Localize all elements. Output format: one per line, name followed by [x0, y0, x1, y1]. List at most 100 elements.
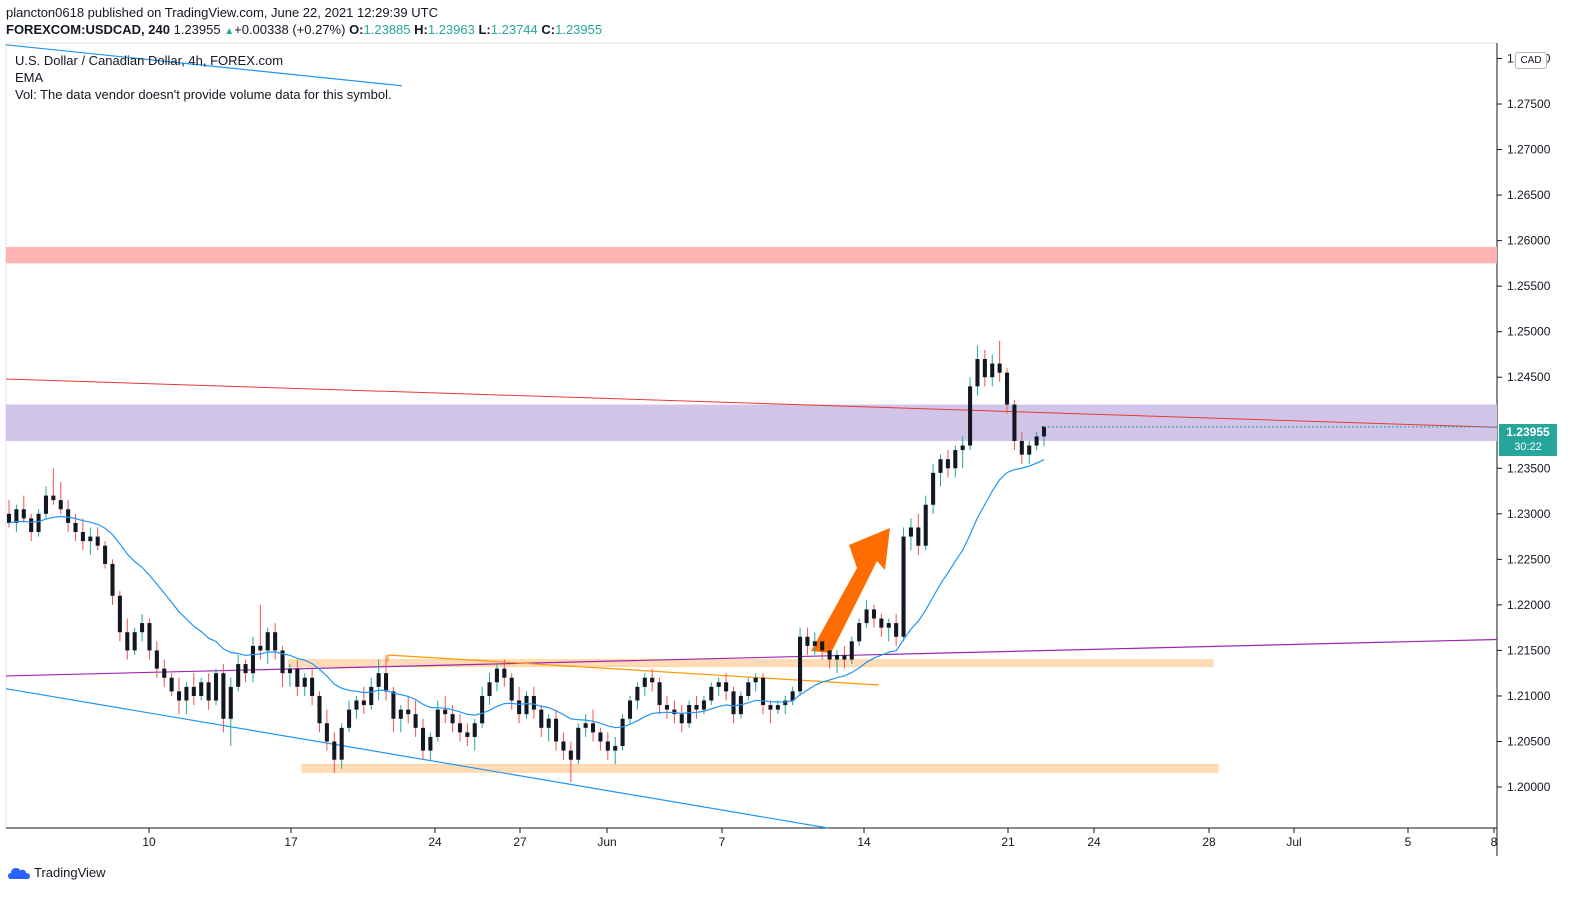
- candle-body: [465, 732, 470, 737]
- last-price: 1.23955: [173, 22, 221, 37]
- candle-body: [1005, 372, 1010, 405]
- candle-body: [820, 641, 825, 651]
- candle: [524, 691, 529, 719]
- candle: [620, 714, 625, 751]
- candle-body: [701, 700, 706, 710]
- candle: [14, 504, 19, 533]
- candle: [154, 641, 159, 678]
- candle: [931, 463, 936, 514]
- candle: [834, 650, 840, 674]
- candle-body: [857, 623, 862, 642]
- candle-body: [199, 682, 204, 696]
- candle: [199, 677, 204, 701]
- time-tick-label: 21: [1001, 835, 1015, 849]
- candle: [80, 518, 85, 551]
- candle: [361, 686, 366, 715]
- candle: [968, 377, 973, 451]
- candle-body: [1019, 440, 1024, 455]
- candle-body: [938, 459, 943, 473]
- candle: [997, 340, 1002, 382]
- candle: [849, 636, 854, 665]
- candle: [679, 705, 684, 733]
- tradingview-cloud-icon: [8, 867, 30, 879]
- candle: [265, 627, 270, 665]
- candle: [716, 677, 721, 696]
- candle: [783, 695, 788, 715]
- candle: [960, 436, 965, 469]
- close-label: C:: [541, 22, 556, 37]
- candle: [798, 627, 803, 696]
- candle: [206, 673, 211, 710]
- candle: [287, 664, 292, 687]
- legend-vol[interactable]: Vol: The data vendor doesn't provide vol…: [15, 87, 392, 102]
- candle: [982, 349, 987, 387]
- candle-body: [324, 723, 329, 742]
- candle-body: [642, 677, 647, 687]
- candle: [894, 613, 899, 646]
- candle: [627, 695, 633, 724]
- candle: [243, 659, 248, 683]
- candle: [517, 686, 522, 724]
- candle: [664, 695, 669, 719]
- candle: [1034, 431, 1039, 451]
- candle: [812, 632, 817, 655]
- candle-body: [140, 623, 145, 633]
- candle-body: [221, 673, 226, 719]
- candle-body: [664, 705, 669, 710]
- candle-body: [879, 618, 884, 628]
- candle: [635, 682, 640, 710]
- tradingview-logo[interactable]: TradingView: [8, 865, 106, 880]
- candle: [908, 518, 913, 551]
- candle: [428, 732, 433, 760]
- candle-body: [361, 700, 366, 706]
- brand-name: TradingView: [34, 865, 106, 880]
- candle-body: [147, 623, 152, 651]
- price-tick-label: 1.26000: [1507, 234, 1551, 248]
- candle: [827, 641, 832, 669]
- candle-body: [502, 668, 507, 678]
- candle-body: [428, 736, 433, 751]
- candle: [398, 705, 403, 733]
- candle-body: [472, 723, 477, 737]
- candle-body: [51, 495, 56, 501]
- candle: [250, 636, 255, 683]
- candle: [280, 645, 285, 687]
- price-tick-label: 1.20500: [1507, 734, 1551, 748]
- legend-title[interactable]: U.S. Dollar / Canadian Dollar, 4h, FOREX…: [15, 53, 284, 68]
- candle: [58, 481, 63, 514]
- legend-ema[interactable]: EMA: [15, 70, 44, 85]
- time-tick-label: Jun: [597, 835, 616, 849]
- candle-body: [650, 677, 655, 683]
- candle: [354, 695, 359, 719]
- candle-body: [280, 650, 285, 674]
- candle-body: [457, 723, 462, 733]
- price-tick-label: 1.21000: [1507, 689, 1551, 703]
- candle-body: [990, 363, 995, 378]
- currency-button[interactable]: CAD: [1515, 52, 1547, 69]
- candle-body: [539, 709, 544, 728]
- candle-body: [384, 673, 389, 692]
- candle-body: [724, 682, 729, 692]
- candle-body: [894, 623, 899, 637]
- candle: [494, 664, 499, 692]
- candle-body: [620, 718, 625, 747]
- candle-body: [871, 609, 876, 619]
- price-tick-label: 1.27000: [1507, 143, 1551, 157]
- candle: [657, 677, 662, 715]
- candle: [509, 673, 514, 710]
- candle-body: [169, 677, 174, 692]
- time-tick-label: 7: [719, 835, 726, 849]
- candle-body: [154, 650, 159, 669]
- candle-body: [265, 632, 270, 651]
- candle: [916, 513, 921, 555]
- candle: [347, 700, 352, 733]
- candle-body: [657, 682, 662, 706]
- candle-body: [339, 727, 344, 760]
- price-tick-label: 1.24500: [1507, 370, 1551, 384]
- price-tick-label: 1.21500: [1507, 643, 1551, 657]
- ema-line: [8, 459, 1045, 729]
- symbol-name[interactable]: FOREXCOM:USDCAD, 240: [6, 22, 170, 37]
- candle: [295, 659, 300, 696]
